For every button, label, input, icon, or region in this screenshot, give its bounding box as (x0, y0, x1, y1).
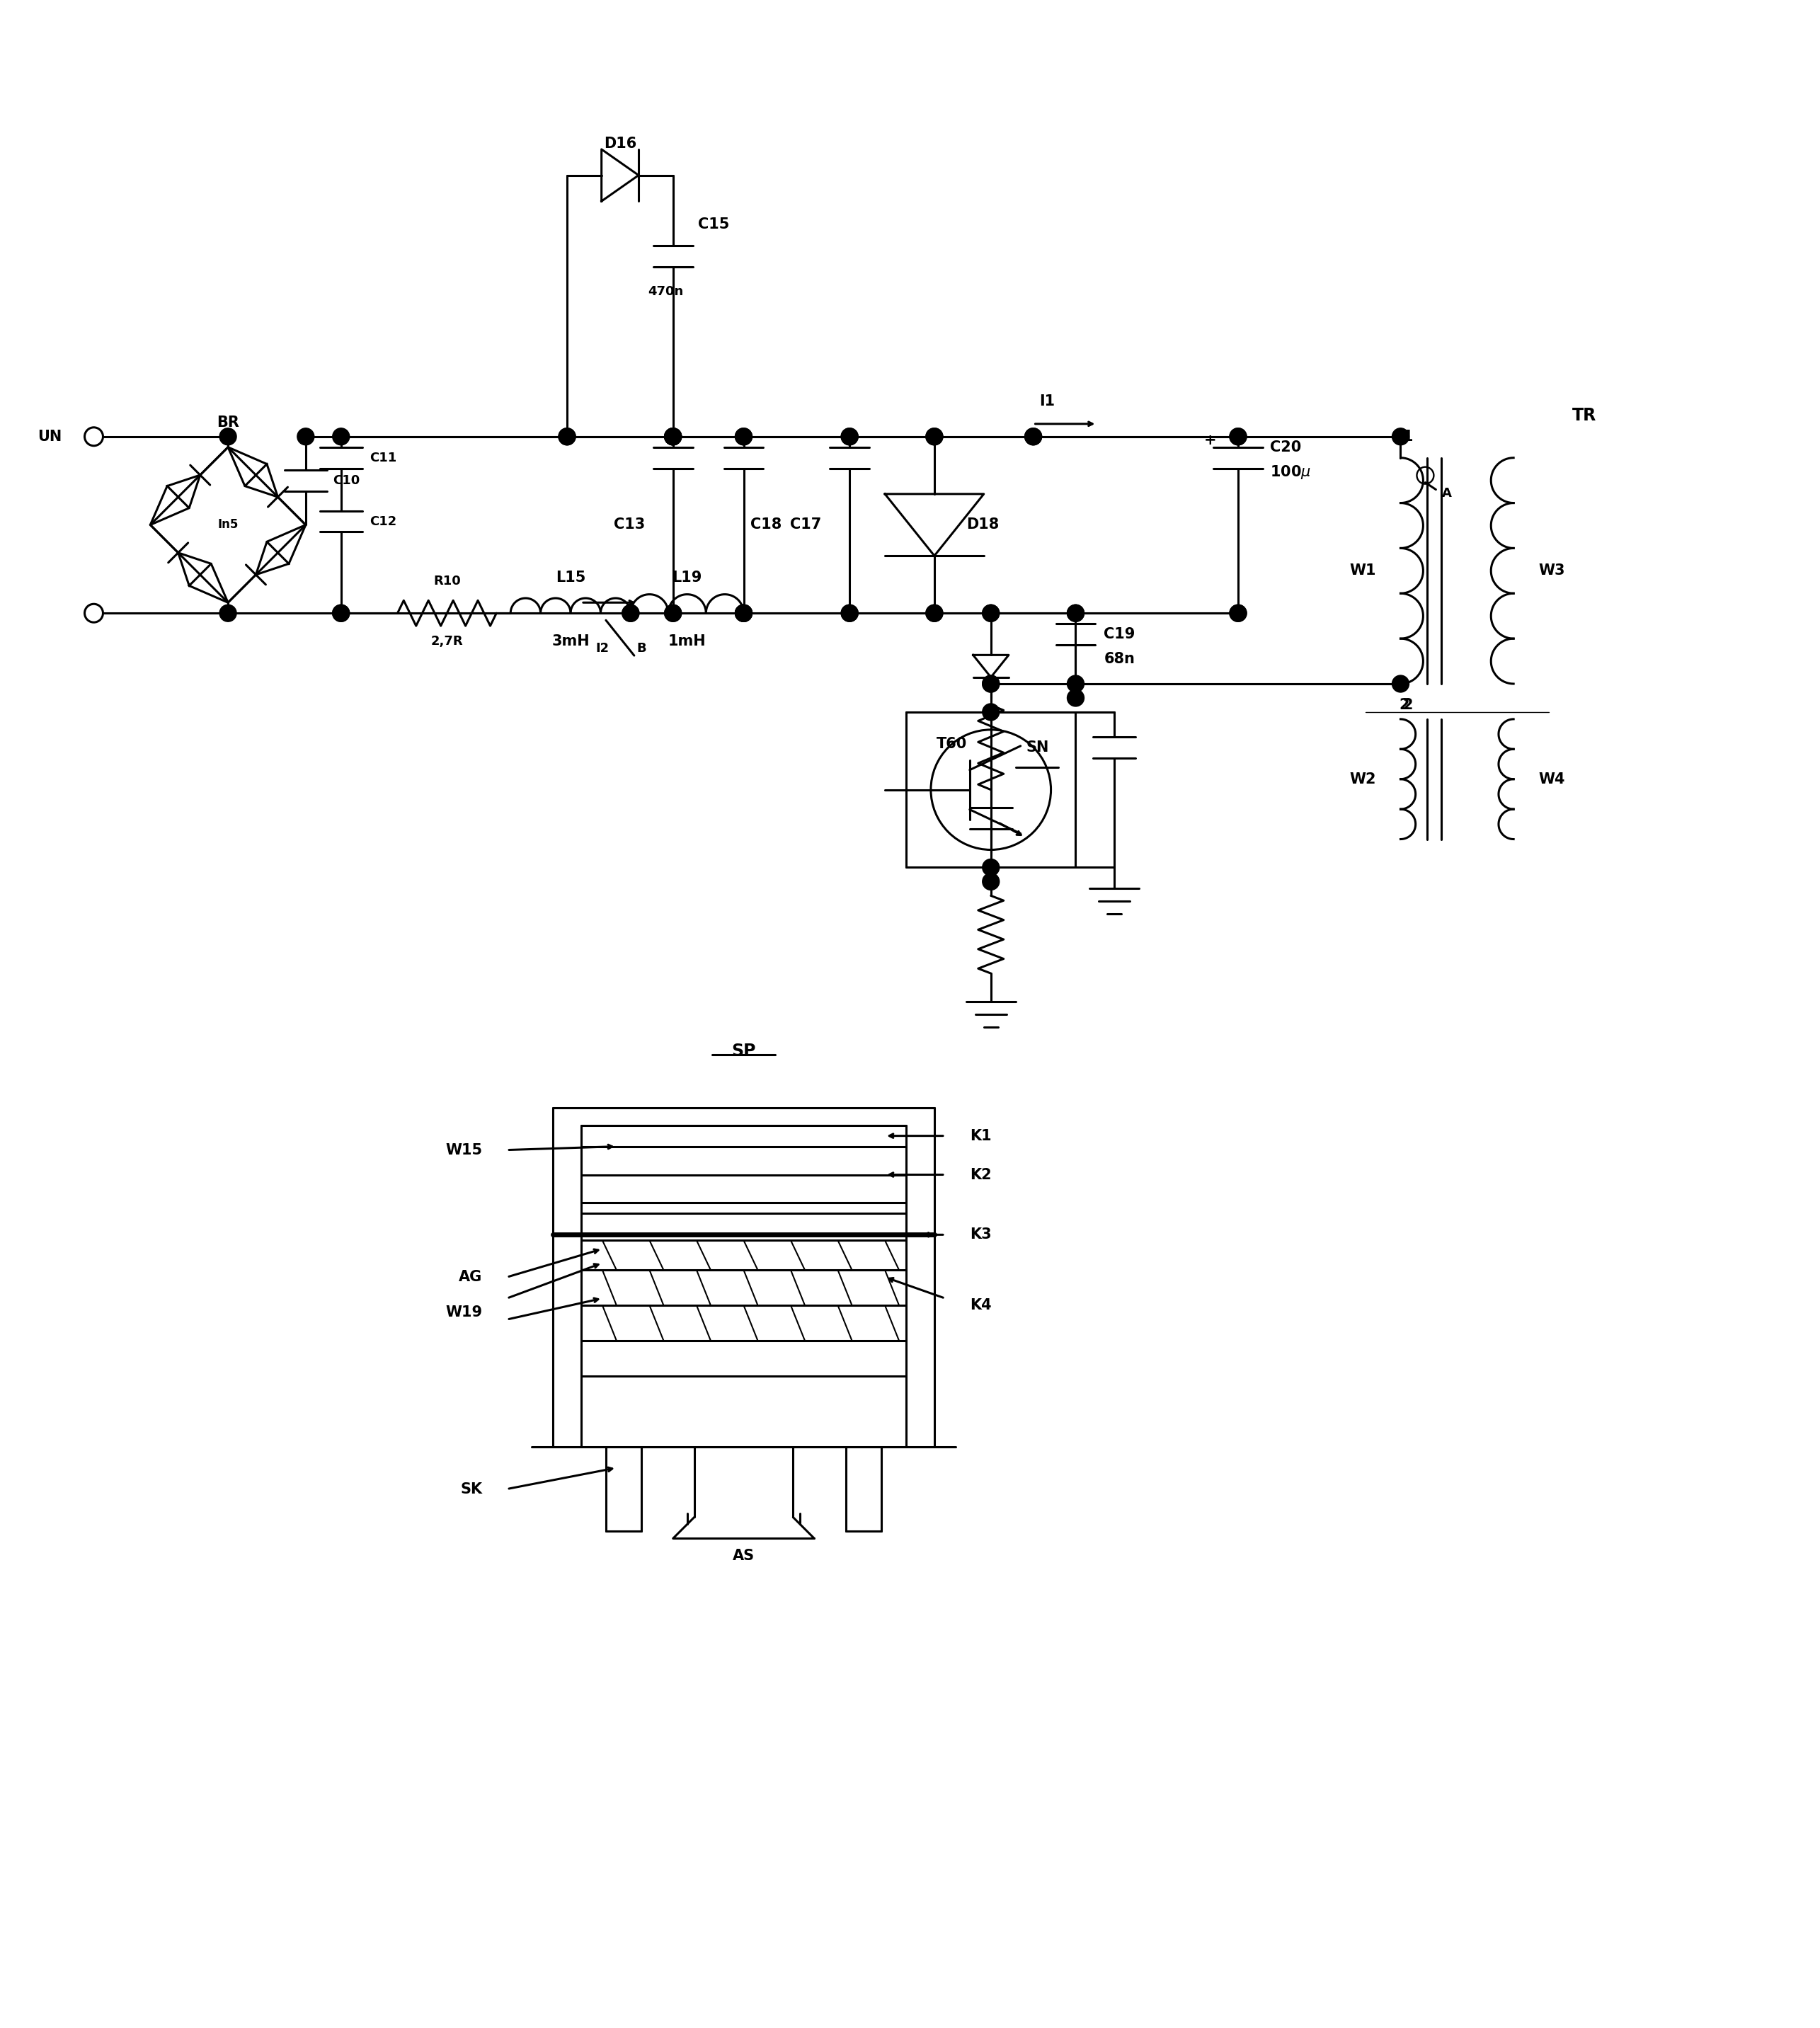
Circle shape (735, 604, 752, 623)
Text: I1: I1 (1039, 393, 1056, 408)
Circle shape (983, 874, 999, 890)
Text: D16: D16 (604, 136, 637, 150)
Text: C13: C13 (613, 517, 644, 531)
Text: W2: W2 (1349, 773, 1376, 787)
Text: +: + (1203, 434, 1216, 448)
Text: SN: SN (1026, 740, 1048, 754)
Text: In5: In5 (218, 519, 238, 531)
Text: SK: SK (460, 1482, 482, 1497)
Circle shape (664, 604, 681, 623)
Circle shape (841, 604, 857, 623)
Text: 470n: 470n (648, 286, 684, 298)
Circle shape (735, 604, 752, 623)
Circle shape (333, 604, 349, 623)
Circle shape (1067, 690, 1085, 706)
Circle shape (559, 428, 575, 444)
Circle shape (926, 604, 943, 623)
Text: 1: 1 (1403, 430, 1412, 444)
Circle shape (735, 428, 752, 444)
Text: TR: TR (1572, 408, 1596, 424)
Circle shape (1230, 428, 1247, 444)
Circle shape (983, 704, 999, 720)
Circle shape (297, 428, 315, 444)
Text: AS: AS (733, 1549, 755, 1564)
Text: C10: C10 (333, 475, 360, 487)
Circle shape (1230, 604, 1247, 623)
Circle shape (1230, 604, 1247, 623)
Text: W1: W1 (1349, 564, 1376, 578)
Text: AG: AG (459, 1270, 482, 1284)
Circle shape (735, 604, 752, 623)
Text: L19: L19 (672, 570, 703, 584)
Circle shape (841, 428, 857, 444)
Text: T60: T60 (937, 736, 968, 750)
Circle shape (220, 604, 237, 623)
Text: D18: D18 (966, 517, 999, 531)
Circle shape (926, 604, 943, 623)
Text: SP: SP (732, 1042, 755, 1059)
Text: UN: UN (38, 430, 62, 444)
Circle shape (664, 428, 681, 444)
Circle shape (735, 428, 752, 444)
Circle shape (1025, 428, 1041, 444)
Circle shape (333, 428, 349, 444)
Text: B: B (637, 643, 646, 655)
Text: 1mH: 1mH (668, 635, 706, 649)
Text: 2: 2 (1400, 698, 1409, 712)
Circle shape (1067, 604, 1085, 623)
Text: C20: C20 (1270, 440, 1301, 454)
Circle shape (983, 675, 999, 692)
Text: 68n: 68n (1105, 651, 1136, 665)
Text: K1: K1 (970, 1130, 992, 1144)
Circle shape (664, 428, 681, 444)
Text: C19: C19 (1105, 627, 1136, 641)
Text: W4: W4 (1538, 773, 1565, 787)
Circle shape (622, 604, 639, 623)
Circle shape (1067, 675, 1085, 692)
Circle shape (735, 604, 752, 623)
Circle shape (220, 428, 237, 444)
Text: R10: R10 (433, 576, 460, 588)
Text: W15: W15 (446, 1144, 482, 1158)
Text: W3: W3 (1538, 564, 1565, 578)
Text: I2: I2 (595, 643, 610, 655)
Text: 2: 2 (1403, 698, 1412, 712)
Circle shape (664, 604, 681, 623)
Circle shape (333, 604, 349, 623)
Circle shape (1230, 428, 1247, 444)
Text: C12: C12 (369, 515, 397, 527)
Circle shape (664, 428, 681, 444)
Text: W19: W19 (446, 1306, 482, 1320)
Circle shape (1067, 604, 1085, 623)
Circle shape (926, 428, 943, 444)
Circle shape (622, 604, 639, 623)
Text: K4: K4 (970, 1298, 992, 1312)
Text: C18: C18 (750, 517, 783, 531)
Text: BR: BR (217, 416, 238, 430)
Circle shape (983, 604, 999, 623)
Text: 3mH: 3mH (551, 635, 590, 649)
Circle shape (841, 428, 857, 444)
Text: A: A (1441, 487, 1451, 499)
Circle shape (983, 675, 999, 692)
Text: 2,7R: 2,7R (431, 635, 462, 647)
Circle shape (841, 604, 857, 623)
Circle shape (1392, 675, 1409, 692)
Text: C17: C17 (790, 517, 821, 531)
Circle shape (1025, 428, 1041, 444)
Circle shape (664, 428, 681, 444)
Text: C11: C11 (369, 452, 397, 464)
Circle shape (926, 428, 943, 444)
Text: L15: L15 (555, 570, 586, 584)
Text: 100$\mu$: 100$\mu$ (1270, 464, 1310, 481)
Circle shape (983, 860, 999, 876)
Circle shape (983, 604, 999, 623)
Circle shape (559, 428, 575, 444)
Text: C15: C15 (697, 217, 730, 231)
Text: K3: K3 (970, 1227, 992, 1241)
Circle shape (1392, 428, 1409, 444)
Text: K2: K2 (970, 1168, 992, 1182)
